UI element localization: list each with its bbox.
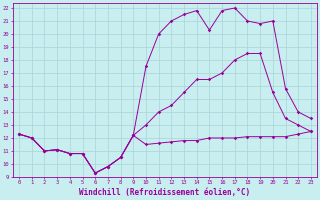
X-axis label: Windchill (Refroidissement éolien,°C): Windchill (Refroidissement éolien,°C) bbox=[79, 188, 251, 197]
